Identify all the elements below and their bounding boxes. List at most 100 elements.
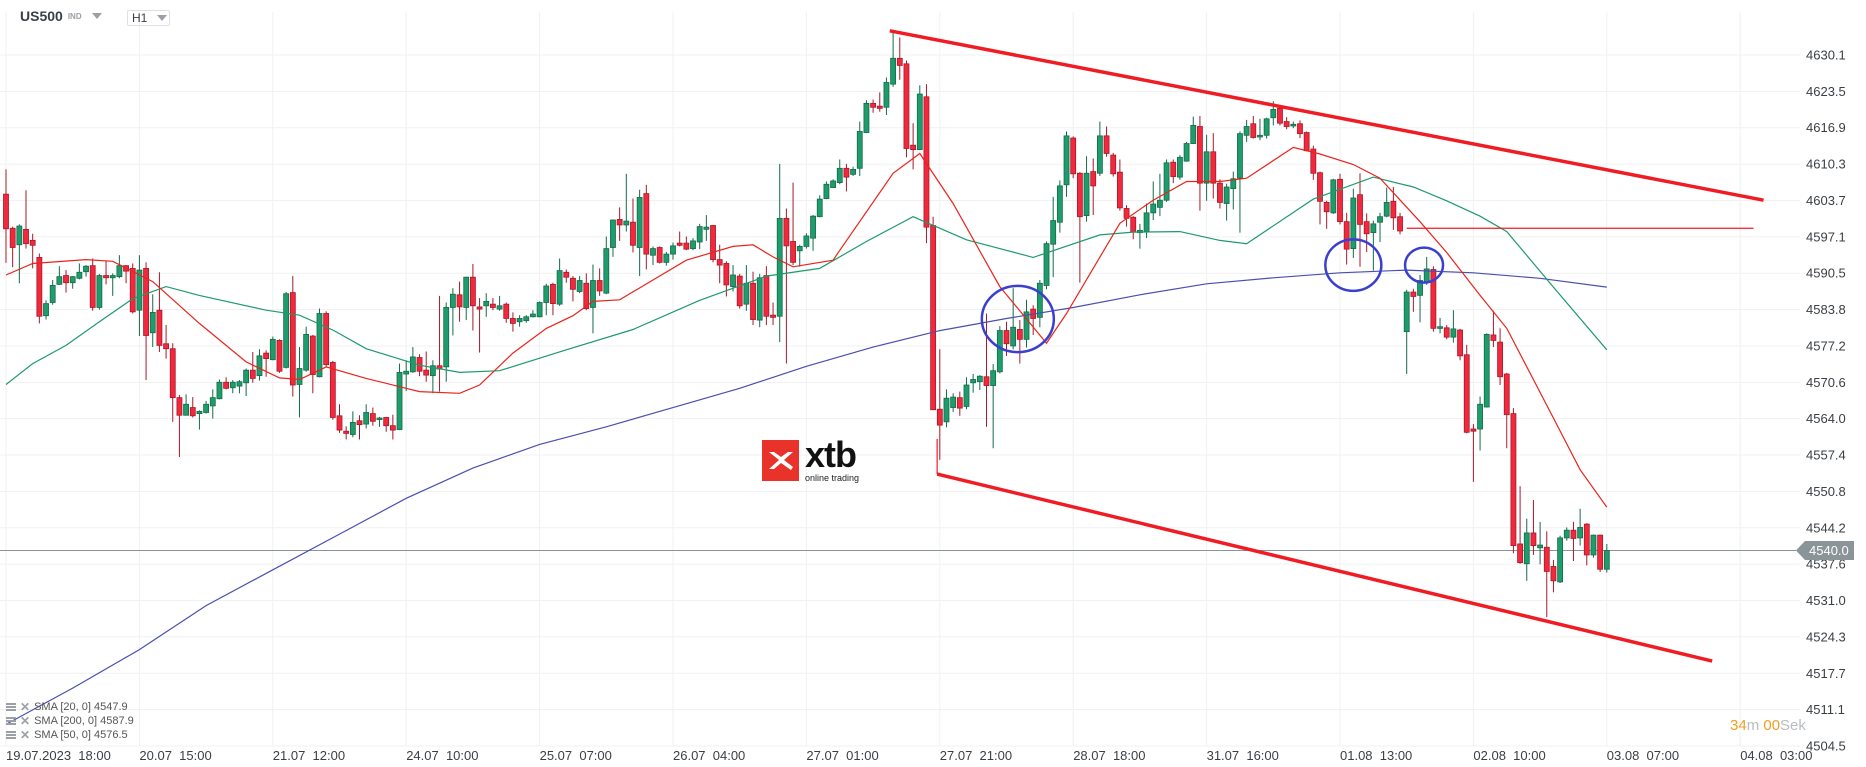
highlight-circle[interactable] bbox=[980, 284, 1056, 354]
logo-tagline: online trading bbox=[805, 473, 860, 483]
close-icon[interactable]: ✕ bbox=[20, 700, 31, 714]
legend-label: SMA [20, 0] 4547.9 bbox=[34, 701, 128, 713]
candle-down bbox=[1503, 373, 1510, 416]
price-axis-label: 4511.1 bbox=[1806, 702, 1845, 717]
candle-up bbox=[256, 355, 263, 377]
candle-up bbox=[83, 265, 89, 273]
symbol-type: IND bbox=[67, 11, 82, 21]
candle-up bbox=[69, 276, 76, 284]
highlight-circle[interactable] bbox=[1324, 238, 1383, 293]
candle-up bbox=[96, 275, 103, 308]
candle-up bbox=[1183, 143, 1190, 162]
price-axis-label: 4517.7 bbox=[1806, 666, 1846, 681]
candle-up bbox=[1063, 135, 1070, 186]
candle-up bbox=[1083, 172, 1090, 216]
candle-up bbox=[1263, 118, 1270, 136]
candle-down bbox=[923, 96, 930, 228]
candle-down bbox=[163, 343, 169, 350]
candle-down bbox=[676, 242, 683, 246]
candle-down bbox=[23, 228, 29, 245]
candle-up bbox=[209, 397, 216, 407]
trendline-channel-upper[interactable] bbox=[889, 29, 1764, 202]
candle-down bbox=[1217, 182, 1223, 203]
candle-up bbox=[1370, 223, 1377, 234]
candle-up bbox=[1383, 201, 1390, 217]
candle-up bbox=[449, 293, 456, 308]
trendline-channel-lower[interactable] bbox=[936, 472, 1713, 663]
candle-up bbox=[1036, 282, 1043, 318]
candle-down bbox=[596, 280, 603, 292]
symbol-selector[interactable]: US500 IND bbox=[20, 8, 102, 24]
candle-down bbox=[1283, 121, 1290, 127]
candle-down bbox=[783, 217, 790, 247]
price-axis-label: 4630.1 bbox=[1806, 48, 1846, 63]
candle-down bbox=[1543, 546, 1550, 572]
candle-down bbox=[389, 425, 396, 431]
candle-down bbox=[1530, 532, 1537, 547]
candle-down bbox=[930, 225, 937, 411]
candle-down bbox=[1457, 329, 1463, 357]
candle-up bbox=[950, 396, 957, 408]
settings-lines-icon[interactable] bbox=[6, 703, 16, 711]
candle-up bbox=[1557, 537, 1564, 583]
candle-up bbox=[590, 280, 596, 308]
candle-up bbox=[670, 245, 676, 255]
price-axis-label: 4564.0 bbox=[1806, 411, 1846, 426]
candle-up bbox=[1270, 109, 1277, 119]
time-axis-label: 26.07 04:00 bbox=[673, 748, 745, 763]
candle-down bbox=[369, 413, 376, 422]
candle-down bbox=[616, 219, 623, 226]
candle-down bbox=[983, 376, 990, 386]
candle-up bbox=[1243, 126, 1250, 136]
candle-down bbox=[129, 267, 136, 313]
candle-down bbox=[323, 313, 330, 366]
timeframe-selector[interactable]: H1 bbox=[127, 10, 170, 26]
candle-down bbox=[336, 415, 343, 431]
candle-up bbox=[703, 226, 710, 230]
highlight-circle[interactable] bbox=[1403, 246, 1445, 284]
candle-down bbox=[770, 314, 776, 318]
candle-up bbox=[1023, 311, 1030, 340]
settings-lines-icon[interactable] bbox=[6, 717, 16, 725]
candle-up bbox=[516, 318, 523, 323]
candle-up bbox=[850, 168, 856, 175]
candle-up bbox=[536, 302, 543, 318]
candle-up bbox=[1437, 326, 1443, 329]
settings-lines-icon[interactable] bbox=[6, 731, 16, 739]
candle-up bbox=[943, 397, 950, 423]
candle-down bbox=[763, 275, 770, 317]
candle-up bbox=[1257, 134, 1263, 138]
candle-down bbox=[1103, 135, 1110, 154]
candle-down bbox=[1343, 221, 1350, 250]
candle-up bbox=[396, 371, 403, 430]
candle-up bbox=[1010, 326, 1017, 347]
price-axis-label: 4577.2 bbox=[1806, 338, 1846, 353]
candle-up bbox=[16, 225, 23, 246]
candle-down bbox=[683, 242, 690, 250]
candle-down bbox=[63, 275, 69, 284]
close-icon[interactable]: ✕ bbox=[20, 728, 31, 742]
time-axis-label: 25.07 07:00 bbox=[540, 748, 612, 763]
time-axis-label: 19.07.2023 18:00 bbox=[6, 748, 111, 763]
time-axis-label: 27.07 01:00 bbox=[806, 748, 878, 763]
candle-up bbox=[976, 375, 983, 383]
candle-up bbox=[76, 271, 83, 279]
price-axis-label: 4544.2 bbox=[1806, 520, 1846, 535]
candle-up bbox=[316, 313, 323, 378]
candle-up bbox=[963, 384, 970, 407]
candle-up bbox=[543, 285, 550, 303]
candle-down bbox=[1003, 330, 1010, 345]
candle-down bbox=[1070, 137, 1077, 175]
candle-up bbox=[56, 276, 63, 285]
close-icon[interactable]: ✕ bbox=[20, 714, 31, 728]
legend-item-sma50: ✕ SMA [50, 0] 4576.5 bbox=[6, 728, 134, 742]
candle-up bbox=[1043, 243, 1050, 286]
candle-down bbox=[750, 282, 756, 320]
candle-up bbox=[136, 269, 143, 311]
candle-down bbox=[103, 275, 109, 279]
legend-item-sma200: ✕ SMA [200, 0] 4587.9 bbox=[6, 714, 134, 728]
candle-up bbox=[1177, 156, 1183, 178]
candle-down bbox=[356, 420, 363, 425]
candle-up bbox=[409, 356, 416, 373]
